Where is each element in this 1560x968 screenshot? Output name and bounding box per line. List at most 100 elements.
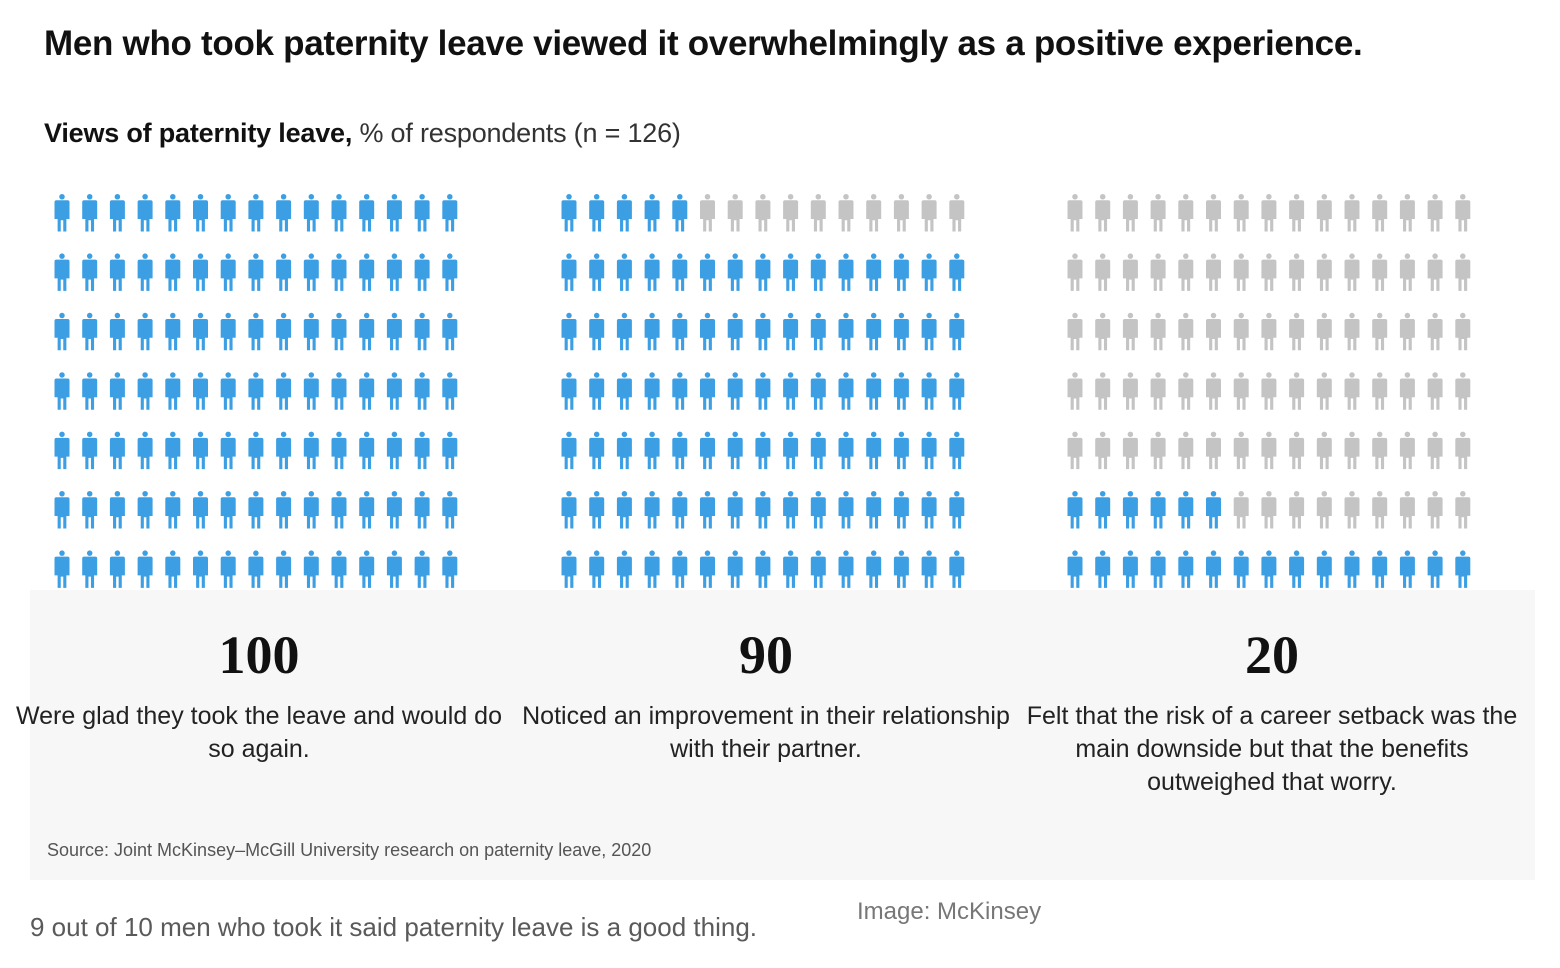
person-icon: [109, 550, 125, 588]
person-icon: [1261, 194, 1277, 232]
person-icon: [165, 550, 181, 588]
person-icon: [359, 550, 375, 588]
person-icon: [727, 194, 743, 232]
person-icon: [1233, 491, 1249, 529]
person-icon: [1206, 194, 1221, 232]
person-icon: [1344, 372, 1360, 410]
person-icon: [783, 253, 799, 291]
person-icon: [921, 194, 937, 232]
person-icon: [1261, 312, 1277, 351]
person-icon: [386, 253, 402, 291]
person-icon: [866, 372, 882, 410]
person-icon: [866, 491, 882, 529]
person-icon: [331, 431, 347, 470]
person-icon: [949, 372, 965, 410]
person-icon: [1427, 372, 1443, 410]
person-icon: [442, 431, 458, 470]
person-icon: [248, 194, 264, 232]
person-icon: [616, 431, 632, 470]
person-icon: [1206, 491, 1221, 529]
pictogram-panel-relationship: 90 Noticed an improvement in their relat…: [522, 192, 1010, 763]
person-icon: [303, 372, 319, 410]
person-icon: [109, 491, 125, 529]
person-icon: [193, 194, 208, 232]
person-icon: [589, 491, 605, 529]
person-icon: [1206, 550, 1221, 588]
person-icon: [1427, 491, 1443, 529]
person-icon: [165, 431, 181, 470]
person-icon: [276, 372, 292, 410]
person-icon: [921, 431, 937, 470]
card-lower-shade: [30, 590, 1535, 880]
pictogram-panel-glad: 100 Were glad they took the leave and wo…: [16, 192, 502, 763]
person-icon: [1067, 312, 1083, 351]
person-icon: [1427, 312, 1443, 351]
pictogram-panel-career: 20 Felt that the risk of a career setbac…: [1027, 192, 1517, 796]
person-icon: [644, 431, 660, 470]
person-icon: [442, 194, 458, 232]
person-icon: [331, 491, 347, 529]
person-icon: [82, 312, 98, 351]
person-icon: [672, 491, 688, 529]
person-icon: [1122, 253, 1138, 291]
person-icon: [1150, 550, 1166, 588]
person-icon: [1344, 253, 1360, 291]
person-icon: [1178, 372, 1194, 410]
person-icon: [810, 194, 826, 232]
person-icon: [1150, 253, 1166, 291]
person-icon: [1455, 431, 1471, 470]
person-icon: [1399, 312, 1415, 351]
person-icon: [866, 312, 882, 351]
person-icon: [248, 431, 264, 470]
person-grid-career: [1067, 194, 1471, 588]
person-icon: [1261, 431, 1277, 470]
person-icon: [866, 253, 882, 291]
person-icon: [1344, 491, 1360, 529]
person-icon: [1067, 372, 1083, 410]
person-icon: [386, 312, 402, 351]
person-icon: [1455, 312, 1471, 351]
person-icon: [700, 550, 715, 588]
person-icon: [949, 431, 965, 470]
person-icon: [386, 491, 402, 529]
person-icon: [727, 312, 743, 351]
person-icon: [1455, 194, 1471, 232]
person-icon: [193, 312, 208, 351]
value-relationship: 90: [739, 625, 793, 685]
person-icon: [561, 431, 577, 470]
person-icon: [810, 312, 826, 351]
person-icon: [1427, 253, 1443, 291]
person-icon: [866, 194, 882, 232]
subtitle-rest: % of respondents (n = 126): [352, 118, 681, 148]
person-icon: [783, 491, 799, 529]
person-icon: [1122, 372, 1138, 410]
person-icon: [893, 194, 909, 232]
image-caption: 9 out of 10 men who took it said paterni…: [30, 912, 758, 942]
description-glad: Were glad they took the leave and would …: [16, 702, 502, 763]
person-icon: [1289, 312, 1305, 351]
person-icon: [1289, 372, 1305, 410]
person-icon: [1455, 550, 1471, 588]
person-icon: [248, 550, 264, 588]
person-icon: [838, 194, 854, 232]
person-icon: [1122, 312, 1138, 351]
person-icon: [82, 431, 98, 470]
person-icon: [82, 372, 98, 410]
person-icon: [1316, 194, 1332, 232]
person-icon: [276, 312, 292, 351]
person-icon: [727, 550, 743, 588]
person-icon: [1206, 253, 1221, 291]
person-icon: [755, 550, 771, 588]
person-icon: [921, 253, 937, 291]
person-icon: [442, 253, 458, 291]
person-icon: [1150, 431, 1166, 470]
person-icon: [1399, 491, 1415, 529]
person-icon: [1399, 253, 1415, 291]
person-icon: [561, 194, 577, 232]
person-icon: [672, 253, 688, 291]
subtitle-bold: Views of paternity leave,: [44, 118, 353, 148]
person-icon: [866, 431, 882, 470]
person-icon: [838, 431, 854, 470]
person-icon: [1372, 431, 1388, 470]
description-relationship: Noticed an improvement in their relation…: [522, 702, 1010, 763]
